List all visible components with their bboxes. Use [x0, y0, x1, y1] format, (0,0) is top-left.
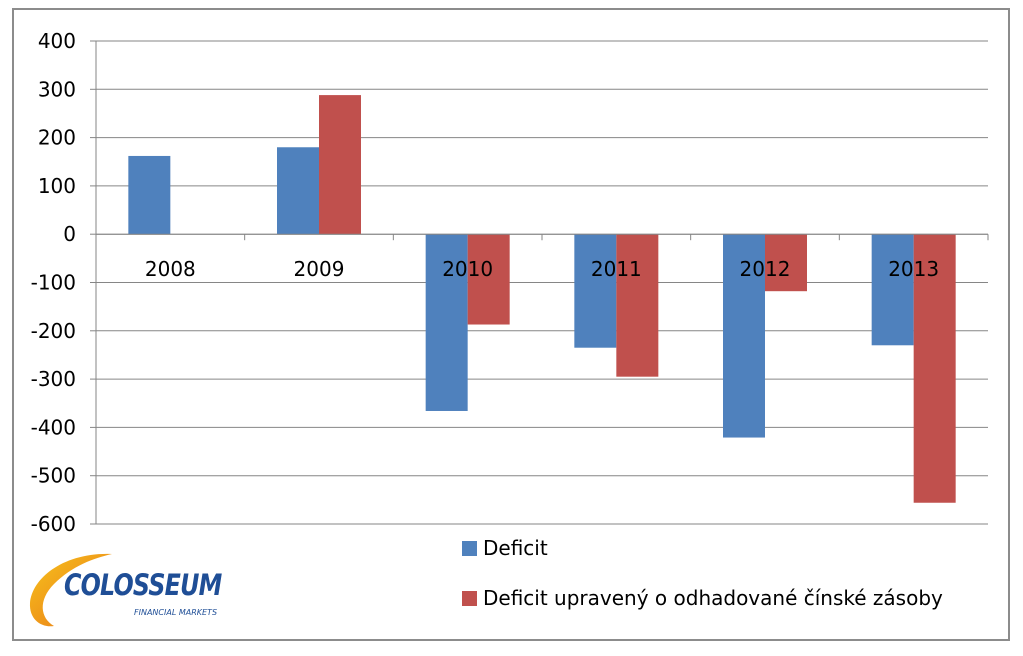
legend-item-deficit: Deficit	[462, 536, 548, 560]
legend-item-adjusted-deficit: Deficit upravený o odhadované čínské zás…	[462, 586, 943, 610]
x-tick-label: 2010	[442, 257, 493, 281]
legend-label-deficit: Deficit	[483, 536, 548, 560]
x-tick-label: 2011	[591, 257, 642, 281]
y-tick-label: -100	[31, 271, 76, 295]
bar-deficit-2012	[723, 234, 765, 438]
y-tick-label: 200	[38, 126, 76, 150]
y-tick-label: -400	[31, 415, 76, 439]
bars	[128, 95, 956, 503]
logo-text: COLOSSEUM	[64, 568, 222, 602]
bar-deficit-2013	[871, 234, 914, 346]
y-tick-label: -300	[31, 367, 76, 391]
bar-adjusted-deficit-2012	[765, 234, 807, 292]
y-tick-label: 400	[38, 29, 76, 53]
x-tick-label: 2013	[888, 257, 939, 281]
y-tick-label: 300	[38, 77, 76, 101]
x-tick-label: 2009	[294, 257, 345, 281]
gridlines	[90, 40, 988, 525]
y-tick-label: -500	[31, 464, 76, 488]
legend-label-adjusted-deficit: Deficit upravený o odhadované čínské zás…	[483, 586, 943, 610]
colosseum-logo: COLOSSEUM FINANCIAL MARKETS	[24, 548, 229, 632]
y-tick-label: -600	[31, 512, 76, 536]
legend-swatch-deficit	[462, 540, 477, 556]
bar-adjusted-deficit-2011	[616, 234, 659, 377]
x-tick-label: 2012	[740, 257, 791, 281]
bar-deficit-2010	[425, 234, 468, 411]
y-tick-label: 0	[63, 222, 76, 246]
x-axis-labels: 2008 2009 2010 2011 2012 2013	[145, 257, 939, 281]
bar-adjusted-deficit-2009	[319, 95, 361, 235]
bar-deficit-2008	[128, 155, 171, 235]
logo-subtext: FINANCIAL MARKETS	[134, 608, 218, 617]
y-tick-label: -200	[31, 319, 76, 343]
legend-swatch-adjusted-deficit	[462, 590, 477, 606]
y-axis-ticks: 400 300 200 100 0 -100 -200 -300 -400 -500 -600	[31, 29, 76, 536]
bar-deficit-2009	[277, 147, 319, 235]
x-axis	[95, 233, 989, 241]
logo-swoosh-icon	[29, 553, 112, 627]
y-tick-label: 100	[38, 174, 76, 198]
bar-adjusted-deficit-2013	[913, 234, 956, 503]
bar-adjusted-deficit-2010	[467, 234, 510, 325]
chart-frame	[12, 8, 1010, 641]
x-tick-label: 2008	[145, 257, 196, 281]
bar-deficit-2011	[574, 234, 617, 348]
